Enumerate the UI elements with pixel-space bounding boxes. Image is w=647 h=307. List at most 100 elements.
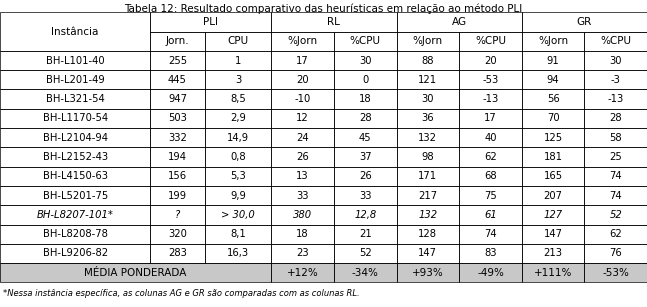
Bar — [0, 244, 150, 263]
Text: 194: 194 — [168, 152, 187, 162]
Text: 132: 132 — [419, 133, 437, 143]
Text: CPU: CPU — [227, 36, 248, 46]
Text: 8,5: 8,5 — [230, 94, 246, 104]
Bar — [521, 51, 584, 70]
Text: 28: 28 — [609, 113, 622, 123]
Bar — [0, 128, 150, 147]
Text: %Jorn: %Jorn — [538, 36, 568, 46]
Text: 28: 28 — [359, 113, 371, 123]
Bar — [204, 70, 271, 89]
Bar — [150, 205, 204, 224]
Text: 207: 207 — [543, 191, 563, 200]
Bar — [459, 147, 521, 167]
Text: %Jorn: %Jorn — [287, 36, 318, 46]
Text: 30: 30 — [422, 94, 434, 104]
Text: -49%: -49% — [477, 268, 504, 278]
Text: BH-L101-40: BH-L101-40 — [46, 56, 104, 65]
Bar — [334, 89, 397, 109]
Bar — [459, 244, 521, 263]
Text: 5,3: 5,3 — [230, 171, 246, 181]
Bar — [334, 128, 397, 147]
Text: %CPU: %CPU — [600, 36, 631, 46]
Text: 37: 37 — [359, 152, 371, 162]
Text: -53: -53 — [483, 75, 499, 85]
Text: 83: 83 — [484, 248, 497, 258]
Text: AG: AG — [452, 17, 466, 27]
Bar — [397, 205, 459, 224]
Text: BH-L321-54: BH-L321-54 — [46, 94, 105, 104]
Text: 1: 1 — [235, 56, 241, 65]
Bar — [584, 32, 647, 51]
Text: 45: 45 — [359, 133, 371, 143]
Bar — [521, 244, 584, 263]
Bar — [150, 224, 204, 244]
Bar — [204, 224, 271, 244]
Text: +111%: +111% — [534, 268, 572, 278]
Bar — [584, 263, 647, 282]
Bar — [150, 51, 204, 70]
Bar — [204, 89, 271, 109]
Text: %Jorn: %Jorn — [413, 36, 443, 46]
Text: 503: 503 — [168, 113, 187, 123]
Text: 12,8: 12,8 — [354, 210, 377, 220]
Bar — [397, 147, 459, 167]
Bar — [150, 70, 204, 89]
Bar — [521, 89, 584, 109]
Bar — [397, 186, 459, 205]
Bar — [334, 263, 397, 282]
Bar — [0, 167, 150, 186]
Text: 3: 3 — [235, 75, 241, 85]
Bar — [271, 89, 334, 109]
Text: 0,8: 0,8 — [230, 152, 246, 162]
Bar — [204, 205, 271, 224]
Bar — [204, 244, 271, 263]
Text: 24: 24 — [296, 133, 309, 143]
Bar — [334, 186, 397, 205]
Text: BH-L201-49: BH-L201-49 — [46, 75, 105, 85]
Bar — [334, 147, 397, 167]
Text: 33: 33 — [359, 191, 371, 200]
Text: GR: GR — [576, 17, 592, 27]
Text: 25: 25 — [609, 152, 622, 162]
Bar — [459, 128, 521, 147]
Bar — [271, 147, 334, 167]
Bar — [0, 224, 150, 244]
Bar — [397, 32, 459, 51]
Bar — [459, 263, 521, 282]
Bar — [584, 167, 647, 186]
Text: 16,3: 16,3 — [227, 248, 249, 258]
Bar — [150, 128, 204, 147]
Bar — [521, 263, 584, 282]
Bar — [584, 224, 647, 244]
Bar — [334, 109, 397, 128]
Text: *Nessa instância específica, as colunas AG e GR são comparadas com as colunas RL: *Nessa instância específica, as colunas … — [3, 289, 360, 297]
Bar — [150, 109, 204, 128]
Bar — [0, 89, 150, 109]
Text: 74: 74 — [484, 229, 497, 239]
Text: 947: 947 — [168, 94, 187, 104]
Bar — [334, 167, 397, 186]
Text: 0: 0 — [362, 75, 368, 85]
Text: 332: 332 — [168, 133, 187, 143]
Text: -13: -13 — [608, 94, 624, 104]
Text: Jorn.: Jorn. — [166, 36, 189, 46]
Bar — [204, 32, 271, 51]
Text: 320: 320 — [168, 229, 187, 239]
Bar — [397, 109, 459, 128]
Bar — [0, 263, 271, 282]
Text: 58: 58 — [609, 133, 622, 143]
Bar — [459, 205, 521, 224]
Text: 128: 128 — [419, 229, 437, 239]
Bar — [0, 109, 150, 128]
Text: -3: -3 — [611, 75, 620, 85]
Text: 26: 26 — [359, 171, 371, 181]
Text: 94: 94 — [547, 75, 560, 85]
Bar — [521, 167, 584, 186]
Text: BH-L8208-78: BH-L8208-78 — [43, 229, 107, 239]
Bar — [521, 12, 647, 32]
Bar — [584, 147, 647, 167]
Bar — [521, 186, 584, 205]
Bar — [584, 70, 647, 89]
Text: 8,1: 8,1 — [230, 229, 246, 239]
Bar — [459, 186, 521, 205]
